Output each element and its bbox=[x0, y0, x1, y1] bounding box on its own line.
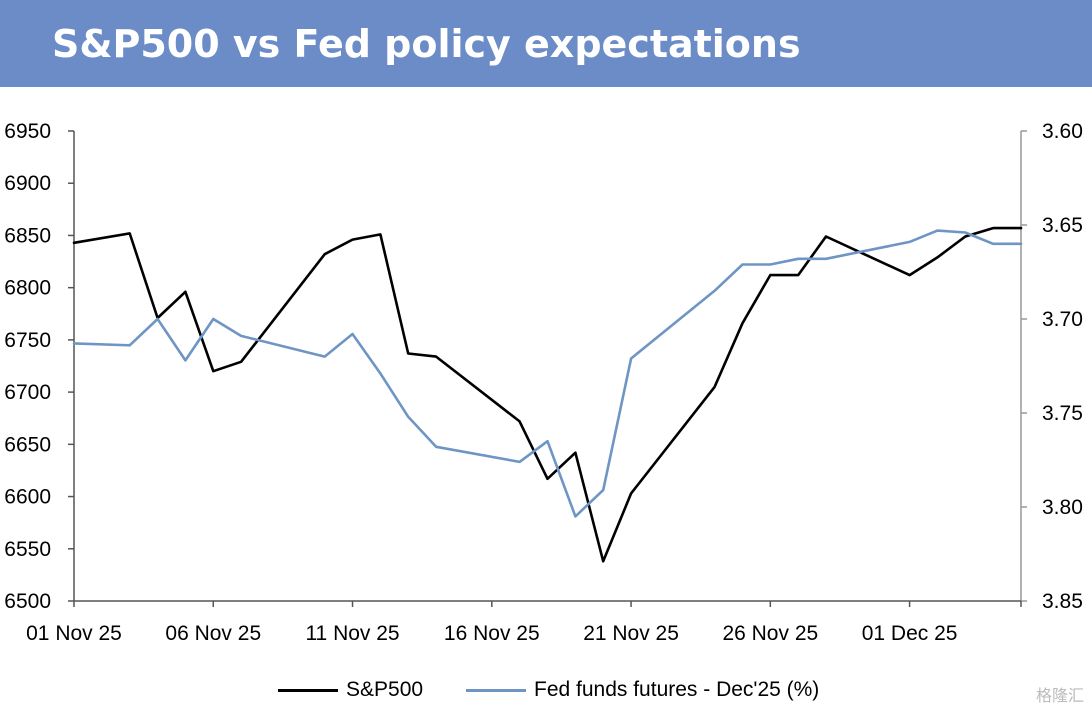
left-axis-tick-label: 6800 bbox=[4, 277, 51, 300]
watermark: 格隆汇 bbox=[1035, 686, 1084, 705]
right-axis-tick-label: 3.65 bbox=[1042, 214, 1083, 237]
title-bar: S&P500 vs Fed policy expectations bbox=[0, 0, 1092, 87]
right-axis-tick-label: 3.60 bbox=[1042, 120, 1083, 143]
right-axis-tick-label: 3.80 bbox=[1042, 496, 1083, 519]
chart-title: S&P500 vs Fed policy expectations bbox=[52, 22, 801, 66]
legend-label-sp500: S&P500 bbox=[346, 678, 424, 701]
series-line-fed-funds bbox=[72, 229, 1023, 518]
legend-item-sp500: S&P500 bbox=[278, 678, 423, 702]
left-axis-tick-label: 6750 bbox=[4, 329, 51, 352]
legend-item-fed: Fed funds futures - Dec'25 (%) bbox=[466, 678, 819, 702]
left-axis-tick-label: 6650 bbox=[4, 433, 51, 456]
left-axis-tick-label: 6500 bbox=[4, 590, 51, 613]
legend: S&P500 Fed funds futures - Dec'25 (%) bbox=[0, 678, 1092, 712]
x-axis-tick-label: 01 Nov 25 bbox=[26, 622, 122, 645]
left-axis-tick-label: 6850 bbox=[4, 224, 51, 247]
x-axis-tick-label: 11 Nov 25 bbox=[305, 622, 399, 645]
x-axis-tick-label: 21 Nov 25 bbox=[583, 622, 679, 645]
x-axis-tick-label: 16 Nov 25 bbox=[444, 622, 540, 645]
left-axis-tick-label: 6700 bbox=[4, 381, 51, 404]
legend-swatch-sp500 bbox=[278, 688, 338, 692]
left-axis-tick-label: 6900 bbox=[4, 172, 51, 195]
legend-label-fed: Fed funds futures - Dec'25 (%) bbox=[534, 678, 820, 701]
left-axis-tick-label: 6600 bbox=[4, 486, 51, 509]
series-layer bbox=[72, 226, 1023, 563]
x-axis-tick-label: 01 Dec 25 bbox=[862, 622, 958, 645]
x-axis-tick-label: 06 Nov 25 bbox=[165, 622, 261, 645]
left-axis-tick-label: 6950 bbox=[4, 120, 51, 143]
chart-axes: 6950 6900 6850 6800 6750 6700 6650 6600 6550 6500… bbox=[4, 120, 1083, 645]
series-line-sp500 bbox=[72, 226, 1023, 563]
left-axis-tick-label: 6550 bbox=[4, 538, 51, 561]
right-axis-tick-label: 3.85 bbox=[1042, 590, 1083, 613]
right-axis-tick-label: 3.75 bbox=[1042, 402, 1083, 425]
legend-swatch-fed bbox=[466, 688, 526, 692]
right-axis-tick-label: 3.70 bbox=[1042, 308, 1083, 331]
x-axis-tick-label: 26 Nov 25 bbox=[722, 622, 818, 645]
